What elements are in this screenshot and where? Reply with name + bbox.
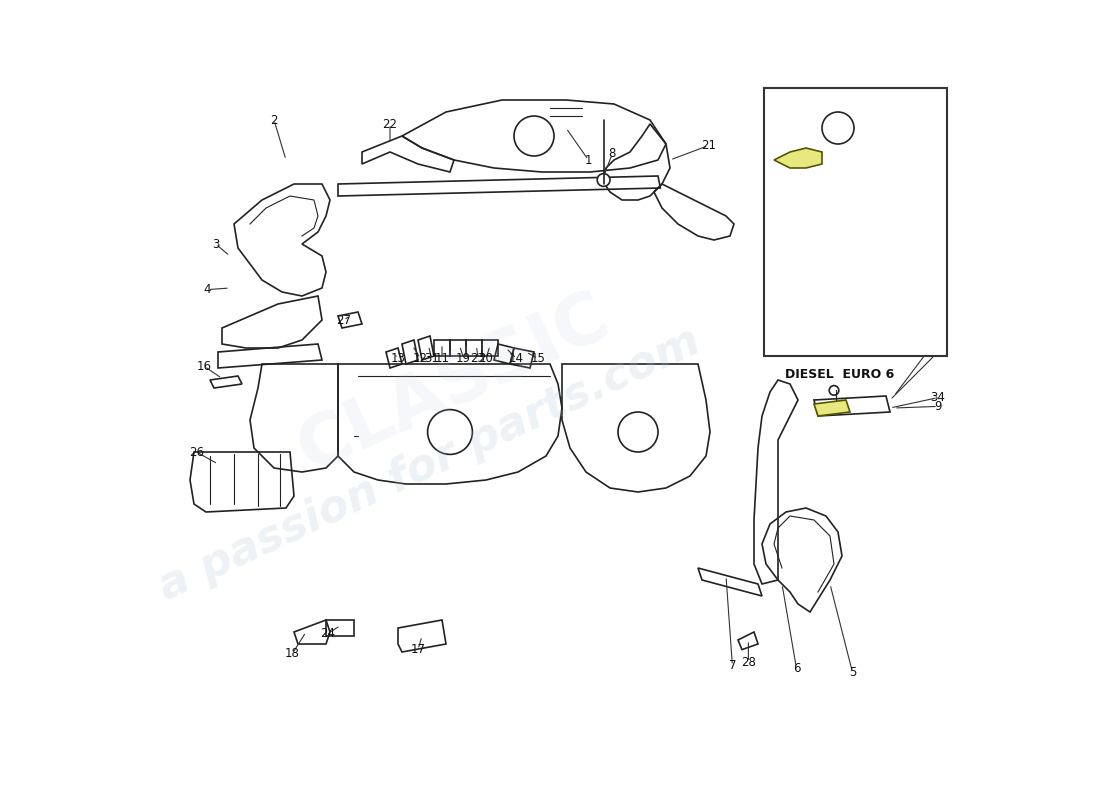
Text: 18: 18 bbox=[285, 647, 300, 660]
Text: 26: 26 bbox=[189, 446, 204, 458]
Text: 23: 23 bbox=[471, 352, 485, 365]
Text: 4: 4 bbox=[204, 283, 211, 296]
Text: DIESEL  EURO 6: DIESEL EURO 6 bbox=[785, 368, 894, 381]
Text: 2: 2 bbox=[271, 114, 277, 126]
Text: 35: 35 bbox=[921, 91, 935, 104]
Text: 15: 15 bbox=[530, 352, 546, 365]
Text: 21: 21 bbox=[701, 139, 716, 152]
Circle shape bbox=[514, 116, 554, 156]
Text: 21: 21 bbox=[814, 88, 829, 101]
Text: a passion for parts.com: a passion for parts.com bbox=[152, 319, 707, 609]
Text: 33: 33 bbox=[886, 86, 900, 98]
Polygon shape bbox=[814, 400, 850, 416]
Text: 7: 7 bbox=[728, 659, 736, 672]
Text: 28: 28 bbox=[741, 656, 756, 669]
Text: 22: 22 bbox=[383, 118, 397, 130]
Text: 16: 16 bbox=[197, 360, 212, 373]
Text: 17: 17 bbox=[410, 643, 426, 656]
Text: 11: 11 bbox=[434, 352, 450, 365]
Text: 12: 12 bbox=[412, 352, 428, 365]
Text: 8: 8 bbox=[608, 147, 616, 160]
Text: 13: 13 bbox=[390, 352, 406, 365]
Text: 3: 3 bbox=[212, 238, 219, 250]
Circle shape bbox=[597, 174, 611, 186]
Text: 14: 14 bbox=[509, 352, 524, 365]
Circle shape bbox=[822, 112, 854, 144]
Text: 9: 9 bbox=[934, 346, 942, 358]
Text: CLASSIC: CLASSIC bbox=[287, 282, 620, 486]
Circle shape bbox=[618, 412, 658, 452]
Text: 27: 27 bbox=[337, 314, 351, 326]
FancyBboxPatch shape bbox=[764, 88, 947, 356]
Text: 31: 31 bbox=[425, 352, 439, 365]
Circle shape bbox=[829, 386, 839, 395]
Text: 9: 9 bbox=[934, 400, 942, 413]
Text: 6: 6 bbox=[793, 662, 800, 674]
Text: 5: 5 bbox=[849, 666, 856, 678]
Text: 34: 34 bbox=[931, 391, 945, 404]
Polygon shape bbox=[774, 148, 822, 168]
Circle shape bbox=[428, 410, 472, 454]
Text: 24: 24 bbox=[320, 627, 336, 640]
Text: 19: 19 bbox=[456, 352, 471, 365]
Text: 32: 32 bbox=[931, 331, 945, 344]
Text: 1: 1 bbox=[585, 154, 592, 166]
Text: 20: 20 bbox=[478, 352, 494, 365]
